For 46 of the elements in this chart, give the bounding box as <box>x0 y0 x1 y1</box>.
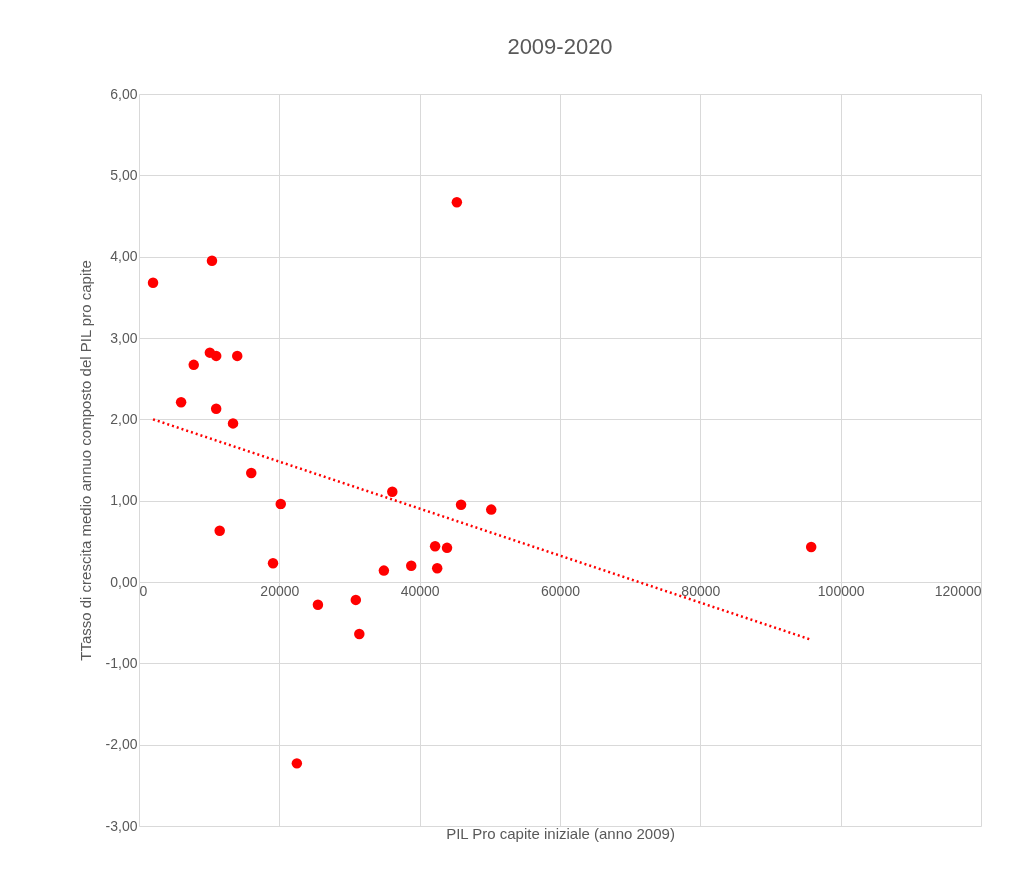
x-axis-title: PIL Pro capite iniziale (anno 2009) <box>446 824 675 842</box>
point <box>175 397 187 408</box>
point <box>451 196 463 208</box>
y-tick-label: 0,00 <box>110 573 138 590</box>
x-tick-label: 60000 <box>541 582 581 599</box>
y-tick-label: -2,00 <box>105 736 138 753</box>
y-tick-label: -3,00 <box>105 817 138 834</box>
x-tick-label: 20000 <box>260 582 300 599</box>
point <box>188 359 199 371</box>
y-tick-label: 6,00 <box>110 85 138 102</box>
point <box>805 541 817 553</box>
point <box>210 403 222 414</box>
point <box>275 498 286 510</box>
point <box>429 540 441 552</box>
point <box>246 467 257 479</box>
x-tick-label: 120000 <box>934 582 982 599</box>
y-tick-label: 4,00 <box>110 248 138 265</box>
point <box>350 594 362 606</box>
point <box>485 504 497 515</box>
point <box>406 560 417 571</box>
point <box>312 599 324 611</box>
point <box>214 525 225 536</box>
point <box>431 562 443 574</box>
x-tick-label: 40000 <box>400 582 440 599</box>
point <box>455 499 467 510</box>
chart-title: 2009-2020 <box>507 34 613 59</box>
point <box>354 628 365 640</box>
x-tick-label: 80000 <box>681 582 721 599</box>
y-tick-label: 5,00 <box>110 166 138 183</box>
y-tick-label: -1,00 <box>105 654 138 671</box>
x-tick-label: 0 <box>139 582 148 599</box>
point <box>291 758 303 769</box>
x-tick-label: 100000 <box>817 582 865 599</box>
point <box>387 486 398 497</box>
point <box>441 542 453 554</box>
y-axis-title: TTasso di crescita medio annuo composto del PIL pro capite <box>76 260 94 661</box>
point <box>378 565 390 576</box>
point <box>231 350 243 362</box>
point <box>227 418 239 429</box>
y-tick-label: 2,00 <box>110 410 138 427</box>
point <box>206 255 218 266</box>
point <box>267 558 279 569</box>
point <box>210 350 222 362</box>
y-tick-label: 3,00 <box>110 329 138 346</box>
point <box>147 277 159 288</box>
y-tick-label: 1,00 <box>110 492 138 509</box>
